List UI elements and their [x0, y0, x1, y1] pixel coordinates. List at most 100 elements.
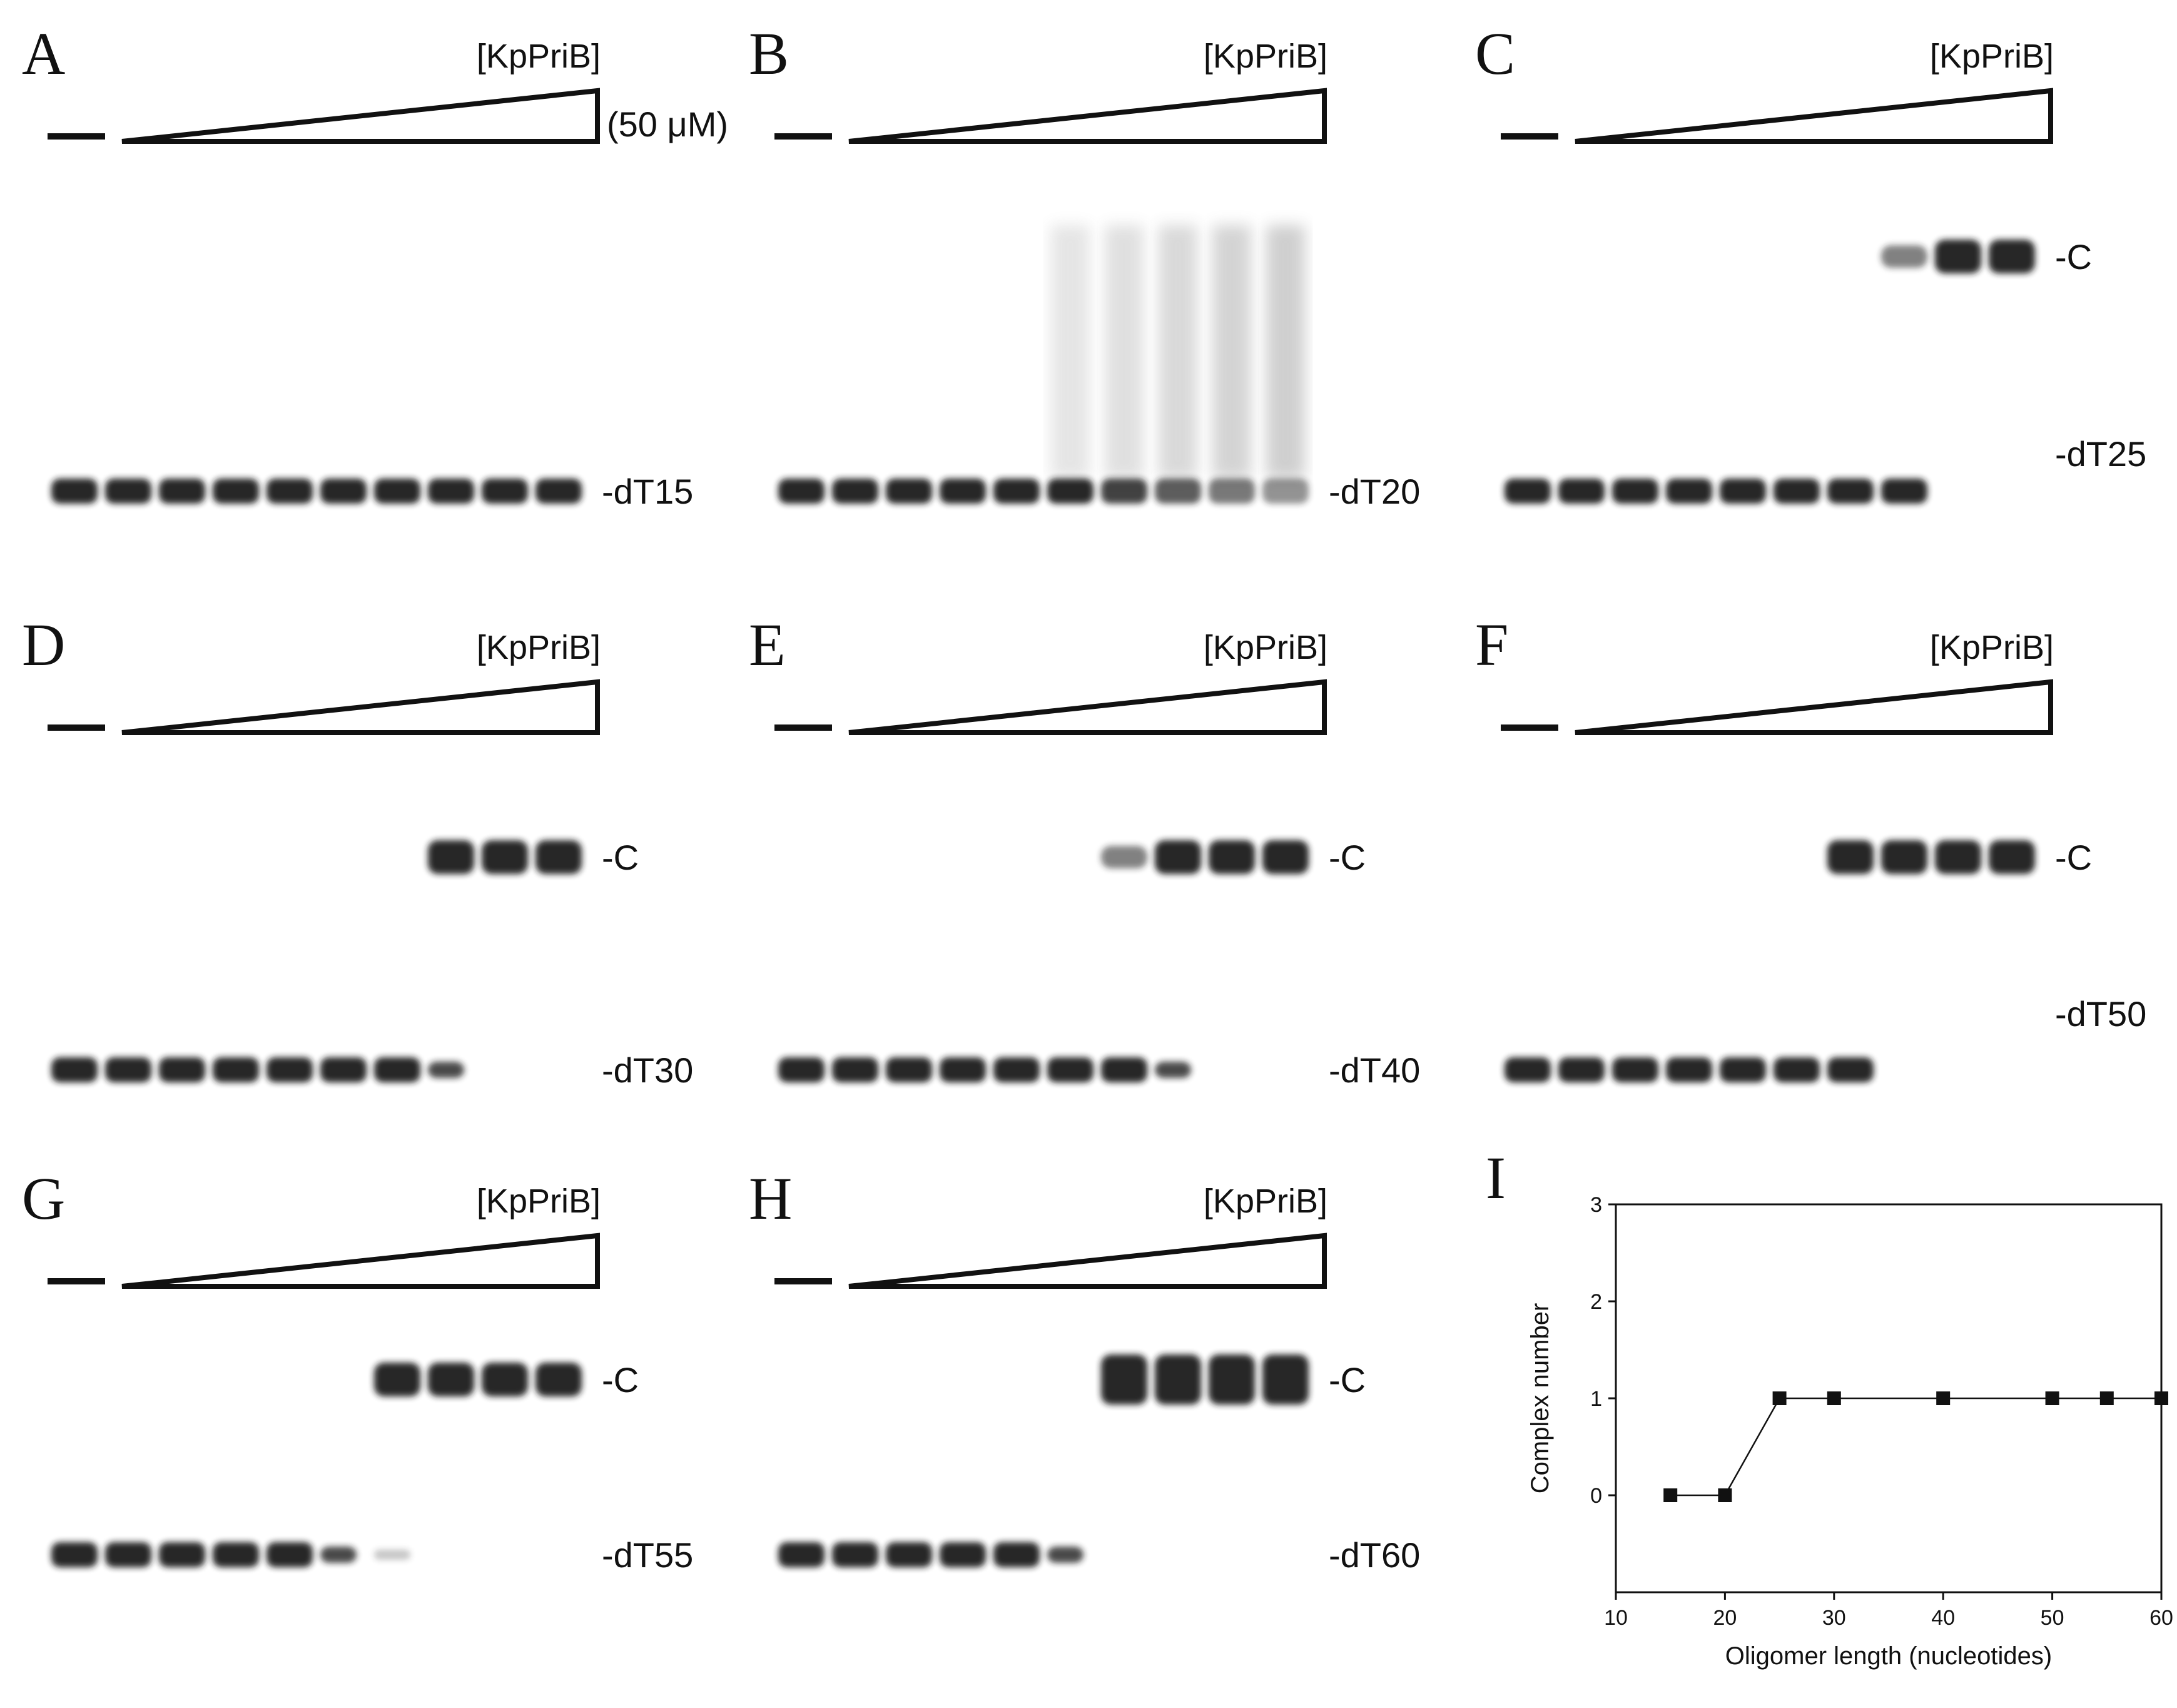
free-dna-label: -dT30 [602, 1050, 693, 1090]
free-dna-band [266, 1542, 313, 1567]
free-dna-band [1101, 479, 1147, 504]
concentration-wedge [121, 88, 600, 144]
concentration-wedge [848, 1233, 1327, 1289]
kppriB-label: [KpPriB] [477, 629, 601, 666]
complex-band [1881, 840, 1927, 874]
lane-smear [1266, 225, 1305, 479]
y-tick-label: 0 [1590, 1484, 1602, 1508]
free-dna-band [51, 1057, 98, 1082]
free-dna-band [1558, 1057, 1605, 1082]
free-dna-band [1558, 479, 1605, 504]
complex-band [1262, 840, 1309, 874]
complex-band [482, 840, 528, 874]
complex-band [1101, 846, 1147, 868]
complex-label: -C [2055, 237, 2092, 277]
free-dna-band [105, 479, 151, 504]
x-tick-label: 50 [2041, 1606, 2064, 1630]
kppriB-label: [KpPriB] [477, 38, 601, 75]
free-dna-label: -dT15 [602, 472, 693, 511]
free-dna-band [1155, 479, 1201, 504]
free-dna-label: -dT50 [2055, 994, 2146, 1034]
free-dna-band [105, 1542, 151, 1567]
trace-band [374, 1550, 410, 1560]
complex-band [1827, 840, 1874, 874]
complex-band [1935, 840, 1981, 874]
free-dna-band [51, 1542, 98, 1567]
free-dna-band [778, 1542, 825, 1567]
free-dna-band [778, 479, 825, 504]
lane-smear [1212, 225, 1251, 479]
kppriB-label: [KpPriB] [1930, 629, 2054, 666]
complex-label: -C [602, 1360, 639, 1400]
free-dna-band [159, 1542, 205, 1567]
free-dna-band [993, 1057, 1040, 1082]
panel-letter: I [1486, 1144, 1506, 1211]
free-dna-band [886, 1542, 932, 1567]
free-dna-band [1047, 479, 1094, 504]
free-dna-band [1774, 1057, 1820, 1082]
complex-band [374, 1363, 420, 1396]
complex-band [1101, 1355, 1147, 1405]
free-dna-band [940, 1057, 986, 1082]
complex-band [1989, 840, 2035, 874]
complex-band [1881, 245, 1927, 268]
complex-band [535, 1363, 582, 1396]
complex-number-chart: I 10 20 30 40 50 60 0 1 2 3 Oligomer length (nucleo… [1486, 1144, 2173, 1670]
free-dna-band [886, 479, 932, 504]
free-dna-band [993, 479, 1040, 504]
kppriB-label: [KpPriB] [1204, 1182, 1327, 1220]
panel-letter: D [22, 611, 65, 678]
free-dna-band [1720, 1057, 1766, 1082]
free-dna-band [1505, 1057, 1551, 1082]
free-dna-band [1666, 1057, 1712, 1082]
complex-band [1262, 1355, 1309, 1405]
concentration-wedge [121, 1233, 600, 1289]
gel-panel-g: G [KpPriB] -C -dT55 [22, 1165, 693, 1575]
x-tick-label: 10 [1604, 1606, 1628, 1630]
x-axis-title: Oligomer length (nucleotides) [1725, 1642, 2052, 1670]
band-group [51, 1363, 582, 1567]
lane-smear [1159, 225, 1197, 479]
complex-band [1989, 240, 2035, 273]
free-dna-band [266, 479, 313, 504]
y-tick-label: 3 [1590, 1193, 1602, 1217]
panel-letter: E [749, 611, 786, 678]
band-group [1505, 840, 2035, 1082]
free-dna-band [428, 479, 474, 504]
free-dna-label: -dT25 [2055, 434, 2146, 474]
free-dna-band [320, 1547, 357, 1563]
y-axis-title: Complex number [1526, 1303, 1554, 1494]
free-dna-label: -dT20 [1329, 472, 1420, 511]
complex-label: -C [1329, 1360, 1366, 1400]
free-dna-band [535, 479, 582, 504]
band-group [51, 840, 582, 1082]
concentration-wedge [121, 679, 600, 735]
complex-band [1209, 840, 1255, 874]
free-dna-band [1047, 1547, 1083, 1563]
free-dna-label: -dT40 [1329, 1050, 1420, 1090]
free-dna-band [1881, 479, 1927, 504]
free-dna-band [1262, 479, 1309, 504]
band-group [778, 1355, 1309, 1567]
data-point [1663, 1488, 1678, 1502]
free-dna-band [993, 1542, 1040, 1567]
x-tick-label: 60 [2149, 1606, 2173, 1630]
data-point [2154, 1391, 2168, 1405]
gel-panel-f: F [KpPriB] -C -dT50 [1475, 611, 2146, 1082]
complex-label: -C [2055, 838, 2092, 877]
free-dna-band [1612, 1057, 1658, 1082]
band-group [778, 840, 1309, 1082]
free-dna-band [51, 479, 98, 504]
free-dna-band [1774, 479, 1820, 504]
concentration-wedge [1575, 679, 2053, 735]
free-dna-band [482, 479, 528, 504]
free-dna-band [1612, 479, 1658, 504]
free-dna-band [778, 1057, 825, 1082]
gel-panel-b: B [KpPriB] -dT20 [749, 20, 1420, 511]
free-dna-band [886, 1057, 932, 1082]
free-dna-band [213, 479, 259, 504]
gel-panel-e: E [KpPriB] -C -dT40 [749, 611, 1420, 1090]
free-dna-band [940, 1542, 986, 1567]
free-dna-band [320, 479, 367, 504]
